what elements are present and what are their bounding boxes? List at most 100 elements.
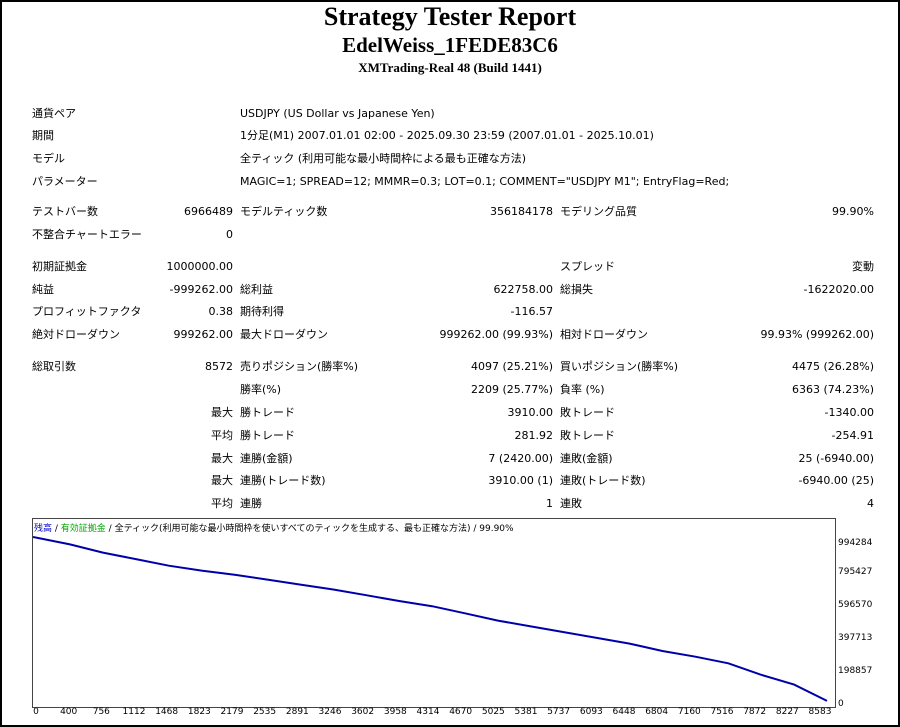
avgcl-label: 連敗 bbox=[560, 497, 582, 510]
x-tick-label: 3602 bbox=[351, 707, 375, 717]
y-tick-label: 994284 bbox=[838, 538, 873, 548]
x-tick-label: 5381 bbox=[514, 707, 538, 717]
conswin-label: 連勝(金額) bbox=[240, 452, 293, 465]
netprofit-label: 純益 bbox=[32, 283, 54, 296]
model-label: モデル bbox=[32, 152, 65, 165]
expected-value: -116.57 bbox=[510, 305, 553, 318]
x-tick-label: 1112 bbox=[122, 707, 146, 717]
quality-label: モデリング品質 bbox=[560, 205, 637, 218]
winrate-value: 2209 (25.77%) bbox=[470, 383, 553, 396]
y-tick-label: 596570 bbox=[838, 600, 873, 610]
winrate-label: 勝率(%) bbox=[240, 383, 282, 396]
x-tick-label: 0 bbox=[33, 707, 39, 717]
period-label: 期間 bbox=[32, 129, 54, 142]
x-tick-label: 4670 bbox=[449, 707, 473, 717]
legend-sep-1: / bbox=[52, 524, 61, 534]
legend-model-text: 全ティック(利用可能な最小時間枠を使いすべてのティックを生成する、最も正確な方法… bbox=[114, 524, 514, 534]
pf-value: 0.38 bbox=[208, 305, 234, 318]
ticks-value: 356184178 bbox=[490, 205, 553, 218]
x-tick-label: 6448 bbox=[612, 707, 636, 717]
legend-balance: 残高 bbox=[34, 524, 53, 534]
long-label: 買いポジション(勝率%) bbox=[560, 360, 679, 373]
spread-value: 変動 bbox=[852, 260, 874, 273]
server-info: XMTrading-Real 48 (Build 1441) bbox=[358, 60, 542, 75]
x-tick-label: 756 bbox=[92, 707, 110, 717]
netprofit-value: -999262.00 bbox=[169, 283, 233, 296]
avg-label-2: 平均 bbox=[211, 497, 233, 510]
absdd-label: 絶対ドローダウン bbox=[32, 328, 120, 341]
x-tick-label: 8583 bbox=[808, 707, 832, 717]
pf-label: プロフィットファクタ bbox=[32, 305, 142, 318]
quality-value: 99.90% bbox=[832, 205, 874, 218]
avg-label-1: 平均 bbox=[211, 429, 233, 442]
y-tick-label: 795427 bbox=[838, 567, 873, 577]
report-title: Strategy Tester Report bbox=[323, 2, 577, 31]
x-tick-label: 2179 bbox=[220, 707, 244, 717]
ea-name: EdelWeiss_1FEDE83C6 bbox=[342, 33, 558, 57]
y-tick-label: 397713 bbox=[838, 633, 873, 643]
conswin2-label: 連勝(トレード数) bbox=[240, 474, 326, 487]
balance-chart bbox=[32, 518, 836, 708]
spread-label: スプレッド bbox=[560, 260, 615, 273]
bars-value: 6966489 bbox=[184, 205, 233, 218]
avgwin-label: 勝トレード bbox=[240, 429, 295, 442]
avgcw-label: 連勝 bbox=[240, 497, 262, 510]
deposit-label: 初期証拠金 bbox=[32, 260, 87, 273]
mismatch-value: 0 bbox=[226, 228, 233, 241]
consloss2-value: -6940.00 (25) bbox=[798, 474, 874, 487]
reldd-label: 相対ドローダウン bbox=[560, 328, 648, 341]
consloss-value: 25 (-6940.00) bbox=[798, 452, 874, 465]
x-tick-label: 5025 bbox=[481, 707, 505, 717]
symbol-label: 通貨ペア bbox=[32, 107, 76, 120]
balance-line bbox=[33, 536, 828, 702]
reldd-value: 99.93% (999262.00) bbox=[760, 328, 874, 341]
grossprofit-label: 総利益 bbox=[240, 283, 273, 296]
x-tick-label: 6804 bbox=[645, 707, 669, 717]
grossprofit-value: 622758.00 bbox=[493, 283, 554, 296]
expected-label: 期待利得 bbox=[240, 305, 284, 318]
lossrate-label: 負率 (%) bbox=[560, 383, 605, 396]
long-value: 4475 (26.28%) bbox=[791, 360, 874, 373]
avgloss-value: -254.91 bbox=[831, 429, 874, 442]
x-tick-label: 6093 bbox=[579, 707, 603, 717]
maxdd-value: 999262.00 (99.93%) bbox=[439, 328, 553, 341]
period-value: 1分足(M1) 2007.01.01 02:00 - 2025.09.30 23… bbox=[240, 129, 654, 142]
y-tick-label: 0 bbox=[838, 699, 844, 709]
x-tick-label: 1823 bbox=[187, 707, 211, 717]
avgwin-value: 281.92 bbox=[514, 429, 554, 442]
maxwin-value: 3910.00 bbox=[507, 406, 554, 419]
y-tick-label: 198857 bbox=[838, 666, 873, 676]
x-tick-label: 3958 bbox=[383, 707, 407, 717]
x-tick-label: 2535 bbox=[253, 707, 277, 717]
conswin2-value: 3910.00 (1) bbox=[488, 474, 553, 487]
x-tick-label: 5737 bbox=[547, 707, 571, 717]
x-tick-label: 7516 bbox=[710, 707, 734, 717]
ticks-label: モデルティック数 bbox=[240, 205, 328, 218]
max-label-3: 最大 bbox=[211, 474, 233, 487]
x-tick-label: 3246 bbox=[318, 707, 342, 717]
params-label: パラメーター bbox=[32, 175, 98, 188]
params-value: MAGIC=1; SPREAD=12; MMMR=0.3; LOT=0.1; C… bbox=[240, 175, 730, 188]
deposit-value: 1000000.00 bbox=[166, 260, 233, 273]
x-tick-label: 2891 bbox=[285, 707, 309, 717]
max-label-1: 最大 bbox=[211, 406, 233, 419]
max-label-2: 最大 bbox=[211, 452, 233, 465]
maxloss-value: -1340.00 bbox=[824, 406, 874, 419]
legend-sep-2: / bbox=[105, 524, 115, 534]
trades-value: 8572 bbox=[205, 360, 233, 373]
bars-label: テストバー数 bbox=[32, 205, 98, 218]
maxloss-label: 敗トレード bbox=[560, 406, 615, 419]
x-tick-label: 4314 bbox=[416, 707, 440, 717]
symbol-value: USDJPY (US Dollar vs Japanese Yen) bbox=[240, 107, 435, 120]
absdd-value: 999262.00 bbox=[173, 328, 234, 341]
consloss2-label: 連敗(トレード数) bbox=[560, 474, 646, 487]
model-value: 全ティック (利用可能な最小時間枠による最も正確な方法) bbox=[240, 152, 527, 165]
maxdd-label: 最大ドローダウン bbox=[240, 328, 328, 341]
maxwin-label: 勝トレード bbox=[240, 406, 295, 419]
avgloss-label: 敗トレード bbox=[560, 429, 615, 442]
chart-legend: 残高 / 有効証拠金 / 全ティック(利用可能な最小時間枠を使いすべてのティック… bbox=[34, 521, 514, 534]
avgcl-value: 4 bbox=[867, 497, 874, 510]
short-label: 売りポジション(勝率%) bbox=[240, 360, 359, 373]
grossloss-value: -1622020.00 bbox=[803, 283, 874, 296]
